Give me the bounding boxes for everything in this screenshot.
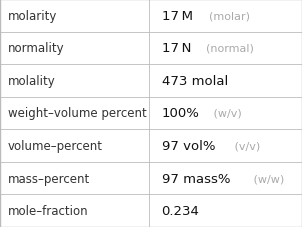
Text: (normal): (normal) [200,44,254,54]
Text: molarity: molarity [8,10,57,23]
Text: molality: molality [8,75,55,88]
Text: 0.234: 0.234 [162,204,199,217]
Text: 17 N: 17 N [162,42,191,55]
Text: 100%: 100% [162,107,199,120]
Text: volume–percent: volume–percent [8,139,103,152]
Text: mass–percent: mass–percent [8,172,90,185]
Text: 97 mass%: 97 mass% [162,172,230,185]
Text: (molar): (molar) [201,11,249,21]
Text: normality: normality [8,42,64,55]
Text: 473 molal: 473 molal [162,75,228,88]
Text: weight–volume percent: weight–volume percent [8,107,146,120]
Text: 97 vol%: 97 vol% [162,139,215,152]
Text: mole–fraction: mole–fraction [8,204,88,217]
Text: (w/v): (w/v) [210,109,242,118]
Text: (v/v): (v/v) [231,141,260,151]
Text: (w/w): (w/w) [250,173,284,183]
Text: 17 M: 17 M [162,10,193,23]
